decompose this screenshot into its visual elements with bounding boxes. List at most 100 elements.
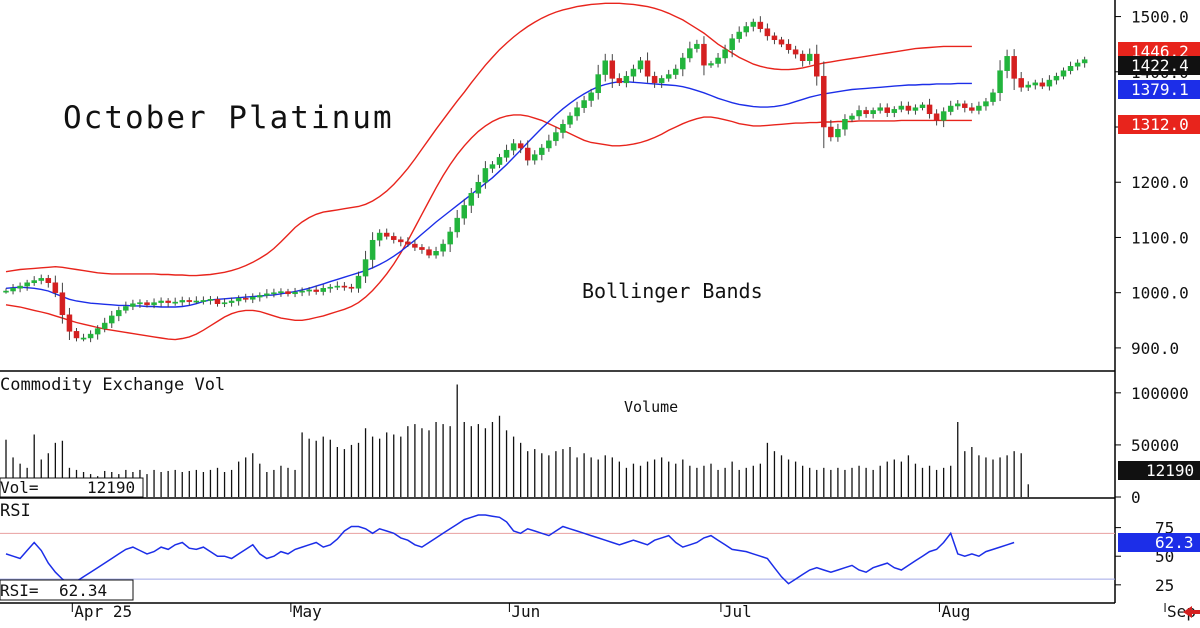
candle-body xyxy=(348,286,355,289)
candle-body xyxy=(1025,84,1031,88)
candle-body xyxy=(644,60,651,77)
price-tag-box xyxy=(1118,80,1200,99)
candle-body xyxy=(144,302,150,306)
candle-body xyxy=(341,285,348,288)
candle-body xyxy=(856,110,862,117)
chart-title: October Platinum xyxy=(63,100,394,136)
candle-body xyxy=(433,251,439,256)
candle-body xyxy=(228,300,235,303)
candle-body xyxy=(912,107,919,111)
candle-body xyxy=(383,232,390,237)
candle-body xyxy=(680,57,686,70)
x-axis-label: Apr 25 xyxy=(74,602,132,621)
candle-body xyxy=(207,299,214,301)
candle-body xyxy=(997,70,1003,94)
candle-body xyxy=(137,302,143,305)
candle-body xyxy=(285,291,291,295)
candle-body xyxy=(616,78,623,84)
candle-body xyxy=(334,285,341,288)
rsi-readout-value: 62.34 xyxy=(59,581,107,600)
candle-body xyxy=(955,103,961,107)
rsi-line xyxy=(5,514,1015,585)
candle-body xyxy=(45,278,52,283)
x-axis-label: Jul xyxy=(723,602,752,621)
candle-body xyxy=(884,107,890,113)
candle-body xyxy=(609,60,616,79)
candle-body xyxy=(1004,56,1010,71)
candle-body xyxy=(405,241,411,245)
volume-tick-label: 50000 xyxy=(1131,436,1179,455)
candle-body xyxy=(933,113,940,121)
candle-body xyxy=(398,239,404,243)
candle-body xyxy=(503,149,510,158)
candle-body xyxy=(391,236,397,240)
candle-body xyxy=(722,49,728,59)
candle-body xyxy=(588,92,594,101)
candle-body xyxy=(757,21,764,29)
price-tag-label: 1422.4 xyxy=(1131,56,1189,75)
volume-tick-label: 0 xyxy=(1131,488,1141,507)
candle-body xyxy=(1018,78,1024,88)
volume-tag-label: 12190 xyxy=(1146,461,1194,480)
candle-body xyxy=(553,132,559,142)
candle-body xyxy=(764,28,771,37)
candle-body xyxy=(1081,59,1088,64)
candle-body xyxy=(806,53,813,61)
candle-body xyxy=(24,282,30,287)
candle-body xyxy=(468,193,475,206)
x-axis-label: Aug xyxy=(941,602,970,621)
candle-body xyxy=(257,295,263,298)
volume-tick-label: 100000 xyxy=(1131,384,1189,403)
candle-body xyxy=(898,105,905,110)
candle-body xyxy=(419,247,425,250)
candle-body xyxy=(221,302,228,305)
candle-body xyxy=(73,331,80,339)
candle-body xyxy=(242,297,249,300)
candle-body xyxy=(426,249,432,256)
price-tick-label: 1100.0 xyxy=(1131,228,1189,247)
price-tag-label: 1312.0 xyxy=(1131,115,1189,134)
candle-body xyxy=(673,68,679,75)
candle-body xyxy=(10,288,16,292)
candle-body xyxy=(158,300,164,303)
candle-body xyxy=(729,38,735,50)
candle-body xyxy=(637,60,644,70)
candle-body xyxy=(715,57,721,64)
candle-body xyxy=(574,107,580,117)
candle-body xyxy=(785,43,792,50)
candle-body xyxy=(694,43,700,49)
candle-body xyxy=(264,293,270,296)
candle-body xyxy=(926,104,933,115)
candle-body xyxy=(863,110,869,115)
rsi-tag-label: 62.3 xyxy=(1155,533,1194,552)
candle-body xyxy=(940,111,947,121)
candle-body xyxy=(976,105,982,111)
candle-body xyxy=(193,300,200,303)
candle-body xyxy=(799,53,806,61)
candle-body xyxy=(510,143,517,151)
candle-body xyxy=(602,60,608,75)
candle-body xyxy=(313,289,319,292)
candle-body xyxy=(271,292,277,295)
candle-body xyxy=(235,297,242,302)
candle-body xyxy=(539,147,545,155)
candle-body xyxy=(306,289,312,292)
candle-body xyxy=(447,231,453,245)
candle-body xyxy=(101,322,108,329)
candle-body xyxy=(369,239,376,260)
candle-body xyxy=(454,217,460,233)
candle-body xyxy=(1046,79,1053,87)
bollinger-middle-band xyxy=(5,80,972,308)
candle-body xyxy=(172,301,178,304)
candle-body xyxy=(17,285,23,289)
candle-body xyxy=(1067,66,1074,71)
bollinger-lower-band xyxy=(5,114,972,341)
candle-body xyxy=(567,115,573,125)
candle-body xyxy=(870,110,876,115)
candle-body xyxy=(532,154,538,161)
candle-body xyxy=(891,109,898,113)
candle-body xyxy=(771,35,778,41)
candle-body xyxy=(496,157,503,165)
